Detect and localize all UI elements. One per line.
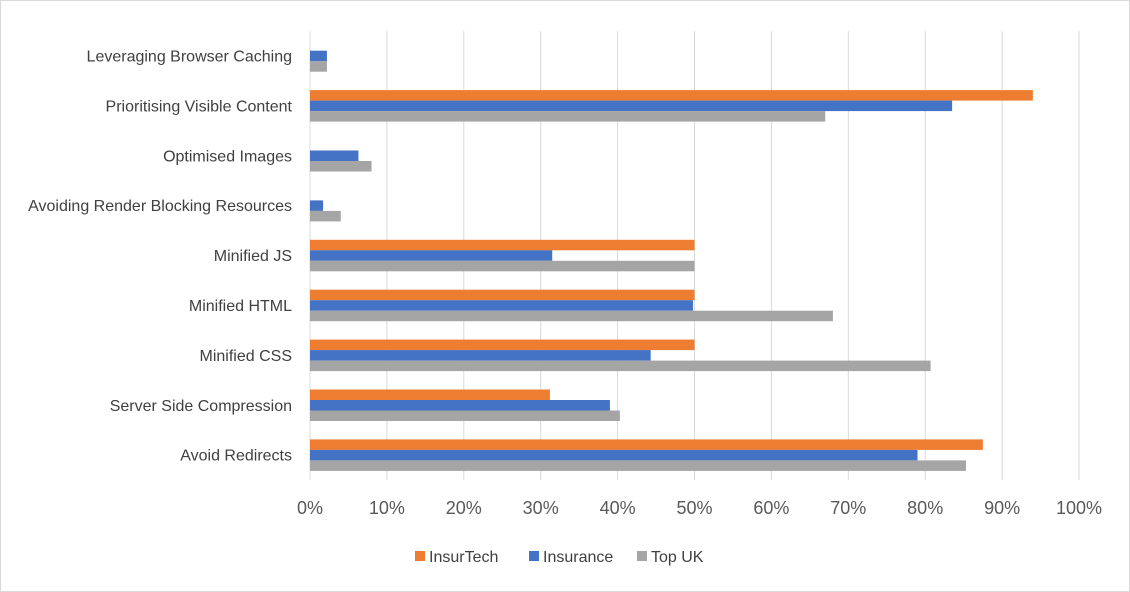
legend: InsurTech Insurance Top UK: [415, 549, 704, 566]
bar-insurance-minified-html: [310, 300, 693, 311]
bar-insurance-prioritising-visible-content: [310, 100, 953, 112]
x-tick-label: 100%: [1056, 498, 1102, 518]
category-label: Minified HTML: [189, 298, 292, 315]
bar-top-uk-minified-html: [310, 310, 833, 322]
x-tick-label: 60%: [753, 498, 789, 518]
bar-insurtech-avoid-redirects: [310, 439, 983, 450]
x-tick-label: 80%: [907, 498, 943, 518]
legend-swatch-insurtech: [415, 551, 425, 561]
x-tick-label: 0%: [297, 498, 323, 518]
category-label: Avoid Redirects: [180, 448, 292, 465]
legend-label-insurtech: InsurTech: [429, 549, 498, 566]
x-tick-label: 10%: [369, 498, 405, 518]
bar-top-uk-leveraging-browser-caching: [310, 61, 327, 72]
legend-swatch-top-uk: [637, 551, 647, 561]
category-label: Leveraging Browser Caching: [87, 48, 292, 65]
bars: [310, 50, 1033, 471]
category-label: Server Side Compression: [110, 398, 292, 415]
bar-insurtech-minified-js: [310, 239, 695, 251]
x-axis-tick-labels: 0% 10% 20% 30% 40% 50% 60% 70% 80% 90% 100%: [297, 498, 1102, 518]
bar-top-uk-optimised-images: [310, 161, 372, 172]
bar-insurance-avoid-redirects: [310, 449, 918, 461]
category-label: Minified CSS: [200, 348, 292, 365]
bar-insurtech-minified-html: [310, 289, 695, 301]
bar-insurance-minified-css: [310, 350, 651, 361]
bar-insurance-avoiding-render-blocking-resources: [310, 200, 324, 211]
category-labels: Leveraging Browser Caching Prioritising V…: [28, 48, 292, 464]
x-tick-label: 50%: [676, 498, 712, 518]
category-label: Minified JS: [214, 248, 292, 265]
category-label: Prioritising Visible Content: [106, 98, 293, 115]
category-label: Avoiding Render Blocking Resources: [28, 198, 292, 215]
bar-insurtech-prioritising-visible-content: [310, 90, 1033, 101]
bar-top-uk-server-side-compression: [310, 410, 620, 421]
legend-swatch-insurance: [529, 551, 539, 561]
bar-insurance-minified-js: [310, 250, 553, 261]
x-tick-label: 40%: [600, 498, 636, 518]
bar-insurtech-server-side-compression: [310, 389, 550, 400]
bar-top-uk-minified-js: [310, 260, 695, 272]
bar-top-uk-prioritising-visible-content: [310, 111, 826, 122]
bar-insurance-leveraging-browser-caching: [310, 50, 327, 62]
bar-insurance-server-side-compression: [310, 400, 610, 411]
bar-top-uk-minified-css: [310, 360, 931, 372]
bar-insurance-optimised-images: [310, 150, 359, 161]
legend-label-top-uk: Top UK: [651, 549, 704, 566]
category-label: Optimised Images: [163, 148, 292, 165]
bar-top-uk-avoiding-render-blocking-resources: [310, 210, 341, 222]
x-tick-label: 90%: [984, 498, 1020, 518]
legend-label-insurance: Insurance: [543, 549, 613, 566]
x-tick-label: 70%: [830, 498, 866, 518]
x-tick-label: 20%: [446, 498, 482, 518]
bar-top-uk-avoid-redirects: [310, 460, 966, 471]
bar-insurtech-minified-css: [310, 339, 695, 351]
x-tick-label: 30%: [523, 498, 559, 518]
